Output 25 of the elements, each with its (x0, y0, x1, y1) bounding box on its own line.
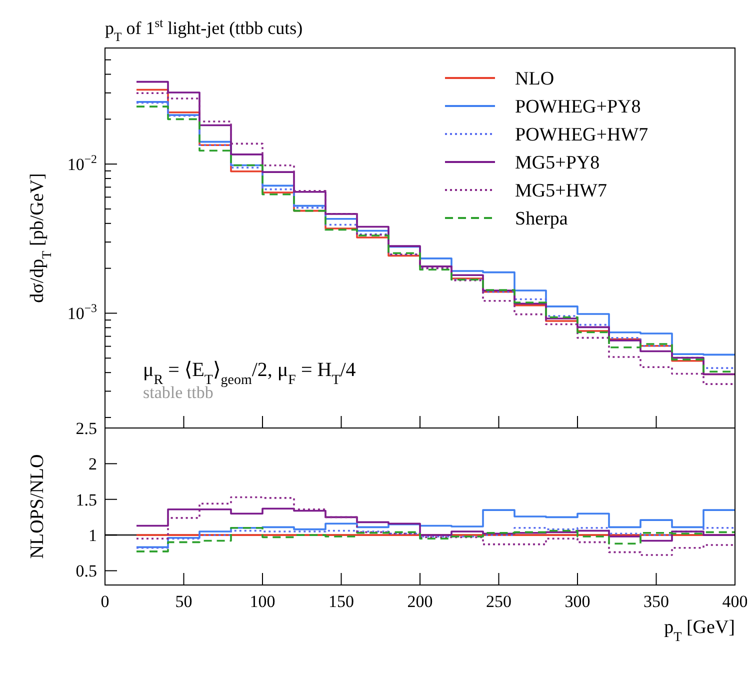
x-tick-label: 300 (564, 592, 590, 611)
legend-label: MG5+PY8 (515, 152, 600, 174)
x-tick-label: 250 (486, 592, 512, 611)
x-tick-label: 0 (100, 592, 110, 611)
x-tick-label: 200 (407, 592, 433, 611)
y-tick-label: 10$^{−3}$ (67, 301, 98, 324)
y-tick-label: 1 (88, 526, 97, 545)
y-tick-label: 10$^{−2}$ (67, 152, 98, 174)
legend-label: MG5+HW7 (515, 180, 607, 202)
legend-label: POWHEG+PY8 (515, 96, 641, 118)
x-tick-label: 350 (644, 592, 669, 611)
y-tick-label: 0.5 (76, 562, 97, 581)
y-tick-label: 2.5 (76, 418, 97, 438)
y-tick-label: 2 (88, 454, 97, 474)
x-tick-label: 150 (328, 592, 354, 611)
x-tick-label: 50 (175, 592, 192, 611)
y-tick-label: 1.5 (76, 490, 97, 510)
x-tick-label: 100 (250, 592, 276, 611)
legend-label: Sherpa (515, 208, 568, 230)
legend-label: NLO (515, 68, 554, 90)
chart-title: p$_{T}$ of 1$^{st}$ light-jet (ttbb cuts) (105, 16, 303, 44)
x-axis-title: p$_{T}$ [GeV] (664, 617, 735, 644)
x-tick-label: 400 (722, 592, 748, 611)
legend-label: POWHEG+HW7 (515, 124, 648, 146)
y-axis-title: NLOPS/NLO (27, 454, 48, 559)
